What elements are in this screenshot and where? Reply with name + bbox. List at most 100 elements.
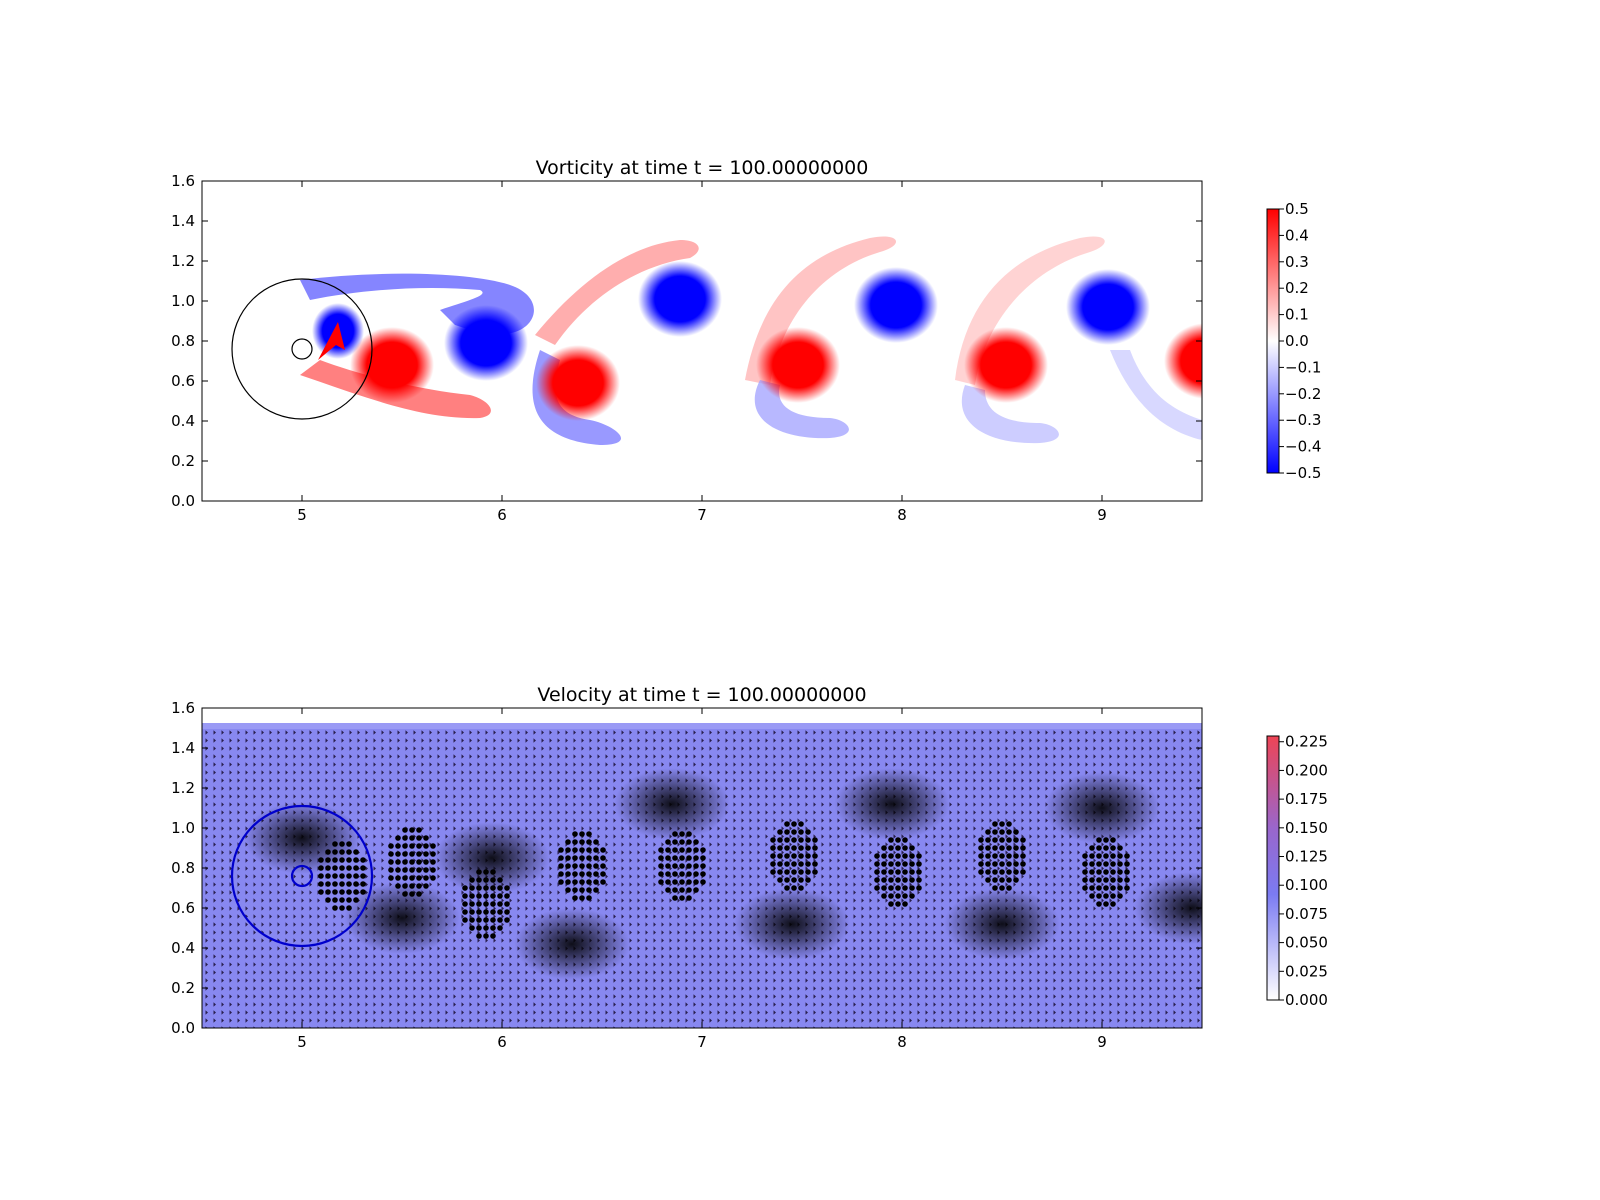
tracer-dot <box>798 837 804 843</box>
tracer-dot <box>353 865 359 871</box>
tracer-dot <box>916 885 922 891</box>
tracer-dot <box>909 877 915 883</box>
tracer-dot <box>999 853 1005 859</box>
tracer-dot <box>985 869 991 875</box>
colorbar-tick-label: −0.4 <box>1285 438 1321 456</box>
tracer-dot <box>1006 837 1012 843</box>
tracer-dot <box>798 869 804 875</box>
tracer-dot <box>777 837 783 843</box>
marker-cluster <box>770 821 818 891</box>
tracer-dot <box>1089 893 1095 899</box>
y-tick-label: 0.0 <box>171 492 195 510</box>
tracer-dot <box>902 853 908 859</box>
tracer-dot <box>430 851 436 857</box>
tracer-dot <box>1103 877 1109 883</box>
tracer-dot <box>784 877 790 883</box>
tracer-dot <box>658 863 664 869</box>
tracer-dot <box>791 869 797 875</box>
tracer-dot <box>1124 885 1130 891</box>
tracer-dot <box>558 863 564 869</box>
tracer-dot <box>325 865 331 871</box>
tracer-dot <box>665 855 671 861</box>
tracer-dot <box>558 879 564 885</box>
tracer-dot <box>909 893 915 899</box>
tracer-dot <box>430 843 436 849</box>
tracer-dot <box>805 845 811 851</box>
tracer-dot <box>1020 853 1026 859</box>
vorticity-y-ticks: 0.0 0.2 0.4 0.6 0.8 1.0 1.2 1.4 1.6 <box>171 172 1202 510</box>
tracer-dot <box>346 897 352 903</box>
tracer-dot <box>483 917 489 923</box>
tracer-dot <box>416 891 422 897</box>
tracer-dot <box>565 871 571 877</box>
tracer-dot <box>658 871 664 877</box>
tracer-dot <box>325 897 331 903</box>
tracer-dot <box>902 861 908 867</box>
vorticity-panel: Vorticity at time t = 100.00000000 5 6 7 8 9… <box>171 157 1321 524</box>
tracer-dot <box>483 925 489 931</box>
tracer-dot <box>388 859 394 865</box>
marker-cluster <box>462 869 510 939</box>
filament-blue-4 <box>1110 350 1202 440</box>
tracer-dot <box>332 897 338 903</box>
tracer-dot <box>791 877 797 883</box>
tracer-dot <box>388 851 394 857</box>
tracer-dot <box>999 861 1005 867</box>
tracer-dot <box>476 933 482 939</box>
tracer-dot <box>346 857 352 863</box>
tracer-dot <box>579 847 585 853</box>
tracer-dot <box>909 861 915 867</box>
tracer-dot <box>1110 837 1116 843</box>
marker-cluster <box>874 837 922 907</box>
tracer-dot <box>1089 869 1095 875</box>
tracer-dot <box>679 847 685 853</box>
tracer-dot <box>409 859 415 865</box>
tracer-dot <box>469 885 475 891</box>
tracer-dot <box>572 847 578 853</box>
tracer-dot <box>999 885 1005 891</box>
tracer-dot <box>565 863 571 869</box>
tracer-dot <box>672 839 678 845</box>
tracer-dot <box>483 933 489 939</box>
tracer-dot <box>812 845 818 851</box>
tracer-dot <box>469 917 475 923</box>
tracer-dot <box>339 905 345 911</box>
tracer-dot <box>888 853 894 859</box>
tracer-dot <box>798 845 804 851</box>
tracer-dot <box>770 845 776 851</box>
tracer-dot <box>600 879 606 885</box>
tracer-dot <box>1089 845 1095 851</box>
y-tick-label: 1.6 <box>171 699 195 717</box>
tracer-dot <box>586 895 592 901</box>
tracer-dot <box>572 839 578 845</box>
tracer-dot <box>881 893 887 899</box>
tracer-dot <box>902 901 908 907</box>
tracer-dot <box>791 861 797 867</box>
tracer-dot <box>992 829 998 835</box>
tracer-dot <box>497 909 503 915</box>
tracer-dot <box>395 875 401 881</box>
tracer-dot <box>1013 853 1019 859</box>
x-tick-label: 8 <box>897 506 907 524</box>
tracer-dot <box>693 871 699 877</box>
tracer-dot <box>784 861 790 867</box>
tracer-dot <box>874 885 880 891</box>
tracer-dot <box>1082 869 1088 875</box>
tracer-dot <box>318 889 324 895</box>
tracer-dot <box>1124 861 1130 867</box>
tracer-dot <box>579 887 585 893</box>
colorbar-tick-label: 0.3 <box>1285 253 1309 271</box>
tracer-dot <box>395 843 401 849</box>
tracer-dot <box>423 859 429 865</box>
tracer-dot <box>346 849 352 855</box>
tracer-dot <box>992 837 998 843</box>
tracer-dot <box>332 841 338 847</box>
tracer-dot <box>1089 885 1095 891</box>
velocity-field <box>202 723 1202 1028</box>
tracer-dot <box>665 847 671 853</box>
tracer-dot <box>888 837 894 843</box>
colorbar-tick-label: 0.4 <box>1285 226 1309 244</box>
tracer-dot <box>360 881 366 887</box>
negative-vortex <box>1066 269 1150 345</box>
positive-vortex <box>536 345 620 421</box>
